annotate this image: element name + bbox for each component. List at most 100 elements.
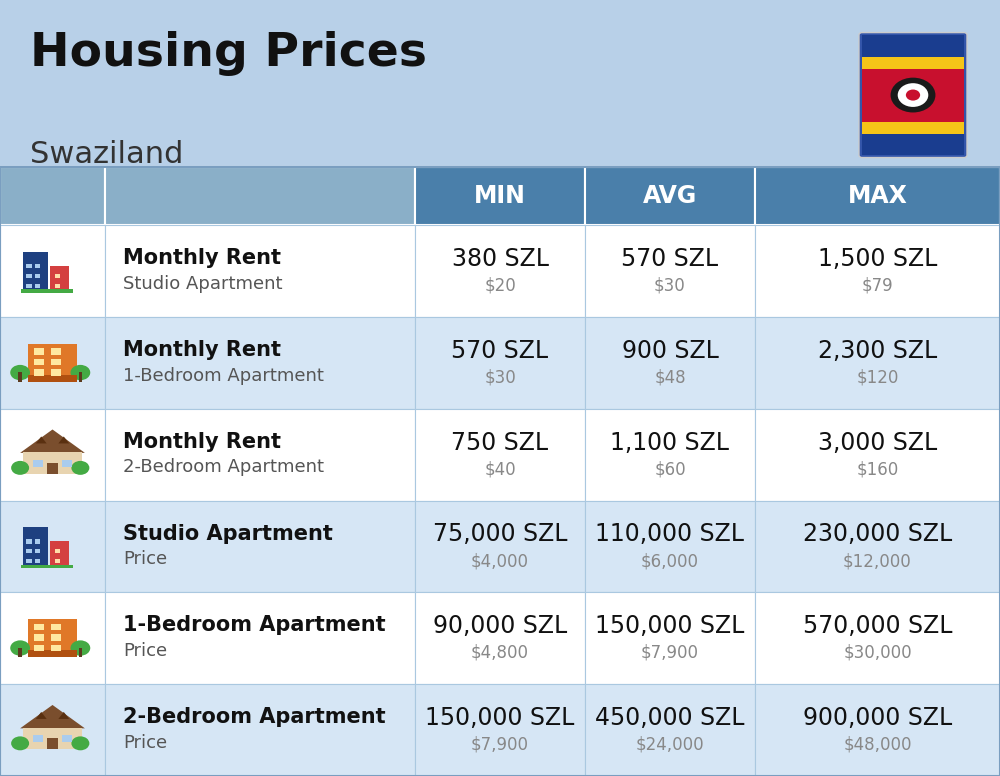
Text: Price: Price: [123, 734, 167, 752]
Bar: [34, 624, 44, 630]
Bar: [585, 409, 755, 501]
Text: Studio Apartment: Studio Apartment: [123, 275, 283, 293]
Bar: [585, 225, 755, 317]
Bar: [585, 592, 755, 684]
Text: Monthly Rent: Monthly Rent: [123, 248, 281, 268]
Polygon shape: [20, 429, 85, 453]
Circle shape: [71, 736, 89, 750]
Text: $40: $40: [484, 460, 516, 478]
Bar: [23, 527, 48, 566]
Text: 75,000 SZL: 75,000 SZL: [433, 522, 567, 546]
Bar: [55, 283, 60, 288]
Text: 150,000 SZL: 150,000 SZL: [425, 706, 575, 730]
Text: $4,000: $4,000: [471, 553, 529, 570]
Bar: [35, 559, 40, 563]
Polygon shape: [58, 712, 69, 719]
Bar: [415, 317, 585, 409]
Text: 2-Bedroom Apartment: 2-Bedroom Apartment: [123, 459, 324, 476]
Bar: [0, 684, 105, 776]
Bar: [0, 167, 105, 225]
Bar: [47, 462, 58, 474]
Bar: [51, 369, 61, 376]
Text: 2,300 SZL: 2,300 SZL: [818, 339, 937, 363]
Text: 2-Bedroom Apartment: 2-Bedroom Apartment: [123, 707, 386, 727]
Text: Price: Price: [123, 642, 167, 660]
Bar: [23, 251, 48, 290]
Bar: [34, 645, 44, 651]
Bar: [26, 559, 32, 563]
Bar: [105, 684, 415, 776]
Text: 570 SZL: 570 SZL: [451, 339, 549, 363]
Text: Housing Prices: Housing Prices: [30, 31, 427, 76]
Bar: [755, 684, 1000, 776]
Bar: [415, 225, 585, 317]
Bar: [28, 619, 77, 657]
Bar: [23, 728, 82, 750]
Text: $79: $79: [862, 277, 893, 295]
Bar: [755, 501, 1000, 592]
Bar: [34, 369, 44, 376]
Circle shape: [70, 365, 90, 380]
Circle shape: [11, 736, 29, 750]
Bar: [755, 167, 1000, 225]
Bar: [105, 317, 415, 409]
Bar: [51, 635, 61, 641]
Bar: [33, 736, 43, 743]
Bar: [0, 409, 105, 501]
Bar: [47, 738, 58, 750]
Bar: [33, 460, 43, 467]
Polygon shape: [36, 436, 47, 443]
Bar: [0, 225, 105, 317]
Bar: [35, 283, 40, 288]
Text: $6,000: $6,000: [641, 553, 699, 570]
Text: 150,000 SZL: 150,000 SZL: [595, 615, 745, 639]
Text: 570,000 SZL: 570,000 SZL: [803, 615, 952, 639]
Bar: [50, 265, 69, 290]
Bar: [415, 684, 585, 776]
Bar: [79, 648, 82, 657]
Bar: [21, 289, 73, 293]
Bar: [21, 565, 73, 568]
Text: $4,800: $4,800: [471, 644, 529, 662]
Text: $20: $20: [484, 277, 516, 295]
Bar: [0, 592, 105, 684]
Circle shape: [10, 640, 30, 656]
Bar: [755, 409, 1000, 501]
Bar: [755, 592, 1000, 684]
Text: Monthly Rent: Monthly Rent: [123, 431, 281, 452]
Bar: [51, 624, 61, 630]
Bar: [18, 648, 22, 657]
Bar: [35, 539, 40, 544]
Bar: [62, 460, 72, 467]
Text: MIN: MIN: [474, 184, 526, 208]
Text: $7,900: $7,900: [641, 644, 699, 662]
Text: Price: Price: [123, 550, 167, 568]
Bar: [55, 274, 60, 278]
Bar: [35, 549, 40, 553]
Bar: [755, 225, 1000, 317]
Bar: [862, 122, 964, 133]
Bar: [34, 635, 44, 641]
Bar: [55, 549, 60, 553]
Bar: [0, 501, 105, 592]
Circle shape: [906, 89, 920, 101]
Text: 750 SZL: 750 SZL: [451, 431, 549, 455]
Text: Studio Apartment: Studio Apartment: [123, 524, 333, 543]
Bar: [105, 592, 415, 684]
Bar: [51, 359, 61, 365]
Text: 380 SZL: 380 SZL: [452, 247, 548, 271]
Bar: [26, 549, 32, 553]
Bar: [34, 359, 44, 365]
Bar: [585, 317, 755, 409]
Polygon shape: [20, 705, 85, 729]
Text: Monthly Rent: Monthly Rent: [123, 340, 281, 360]
Bar: [26, 264, 32, 268]
Text: 1,500 SZL: 1,500 SZL: [818, 247, 937, 271]
Circle shape: [70, 640, 90, 656]
Bar: [35, 274, 40, 278]
Circle shape: [10, 365, 30, 380]
Bar: [415, 501, 585, 592]
Bar: [755, 317, 1000, 409]
Text: 1-Bedroom Apartment: 1-Bedroom Apartment: [123, 615, 386, 636]
Bar: [415, 167, 585, 225]
